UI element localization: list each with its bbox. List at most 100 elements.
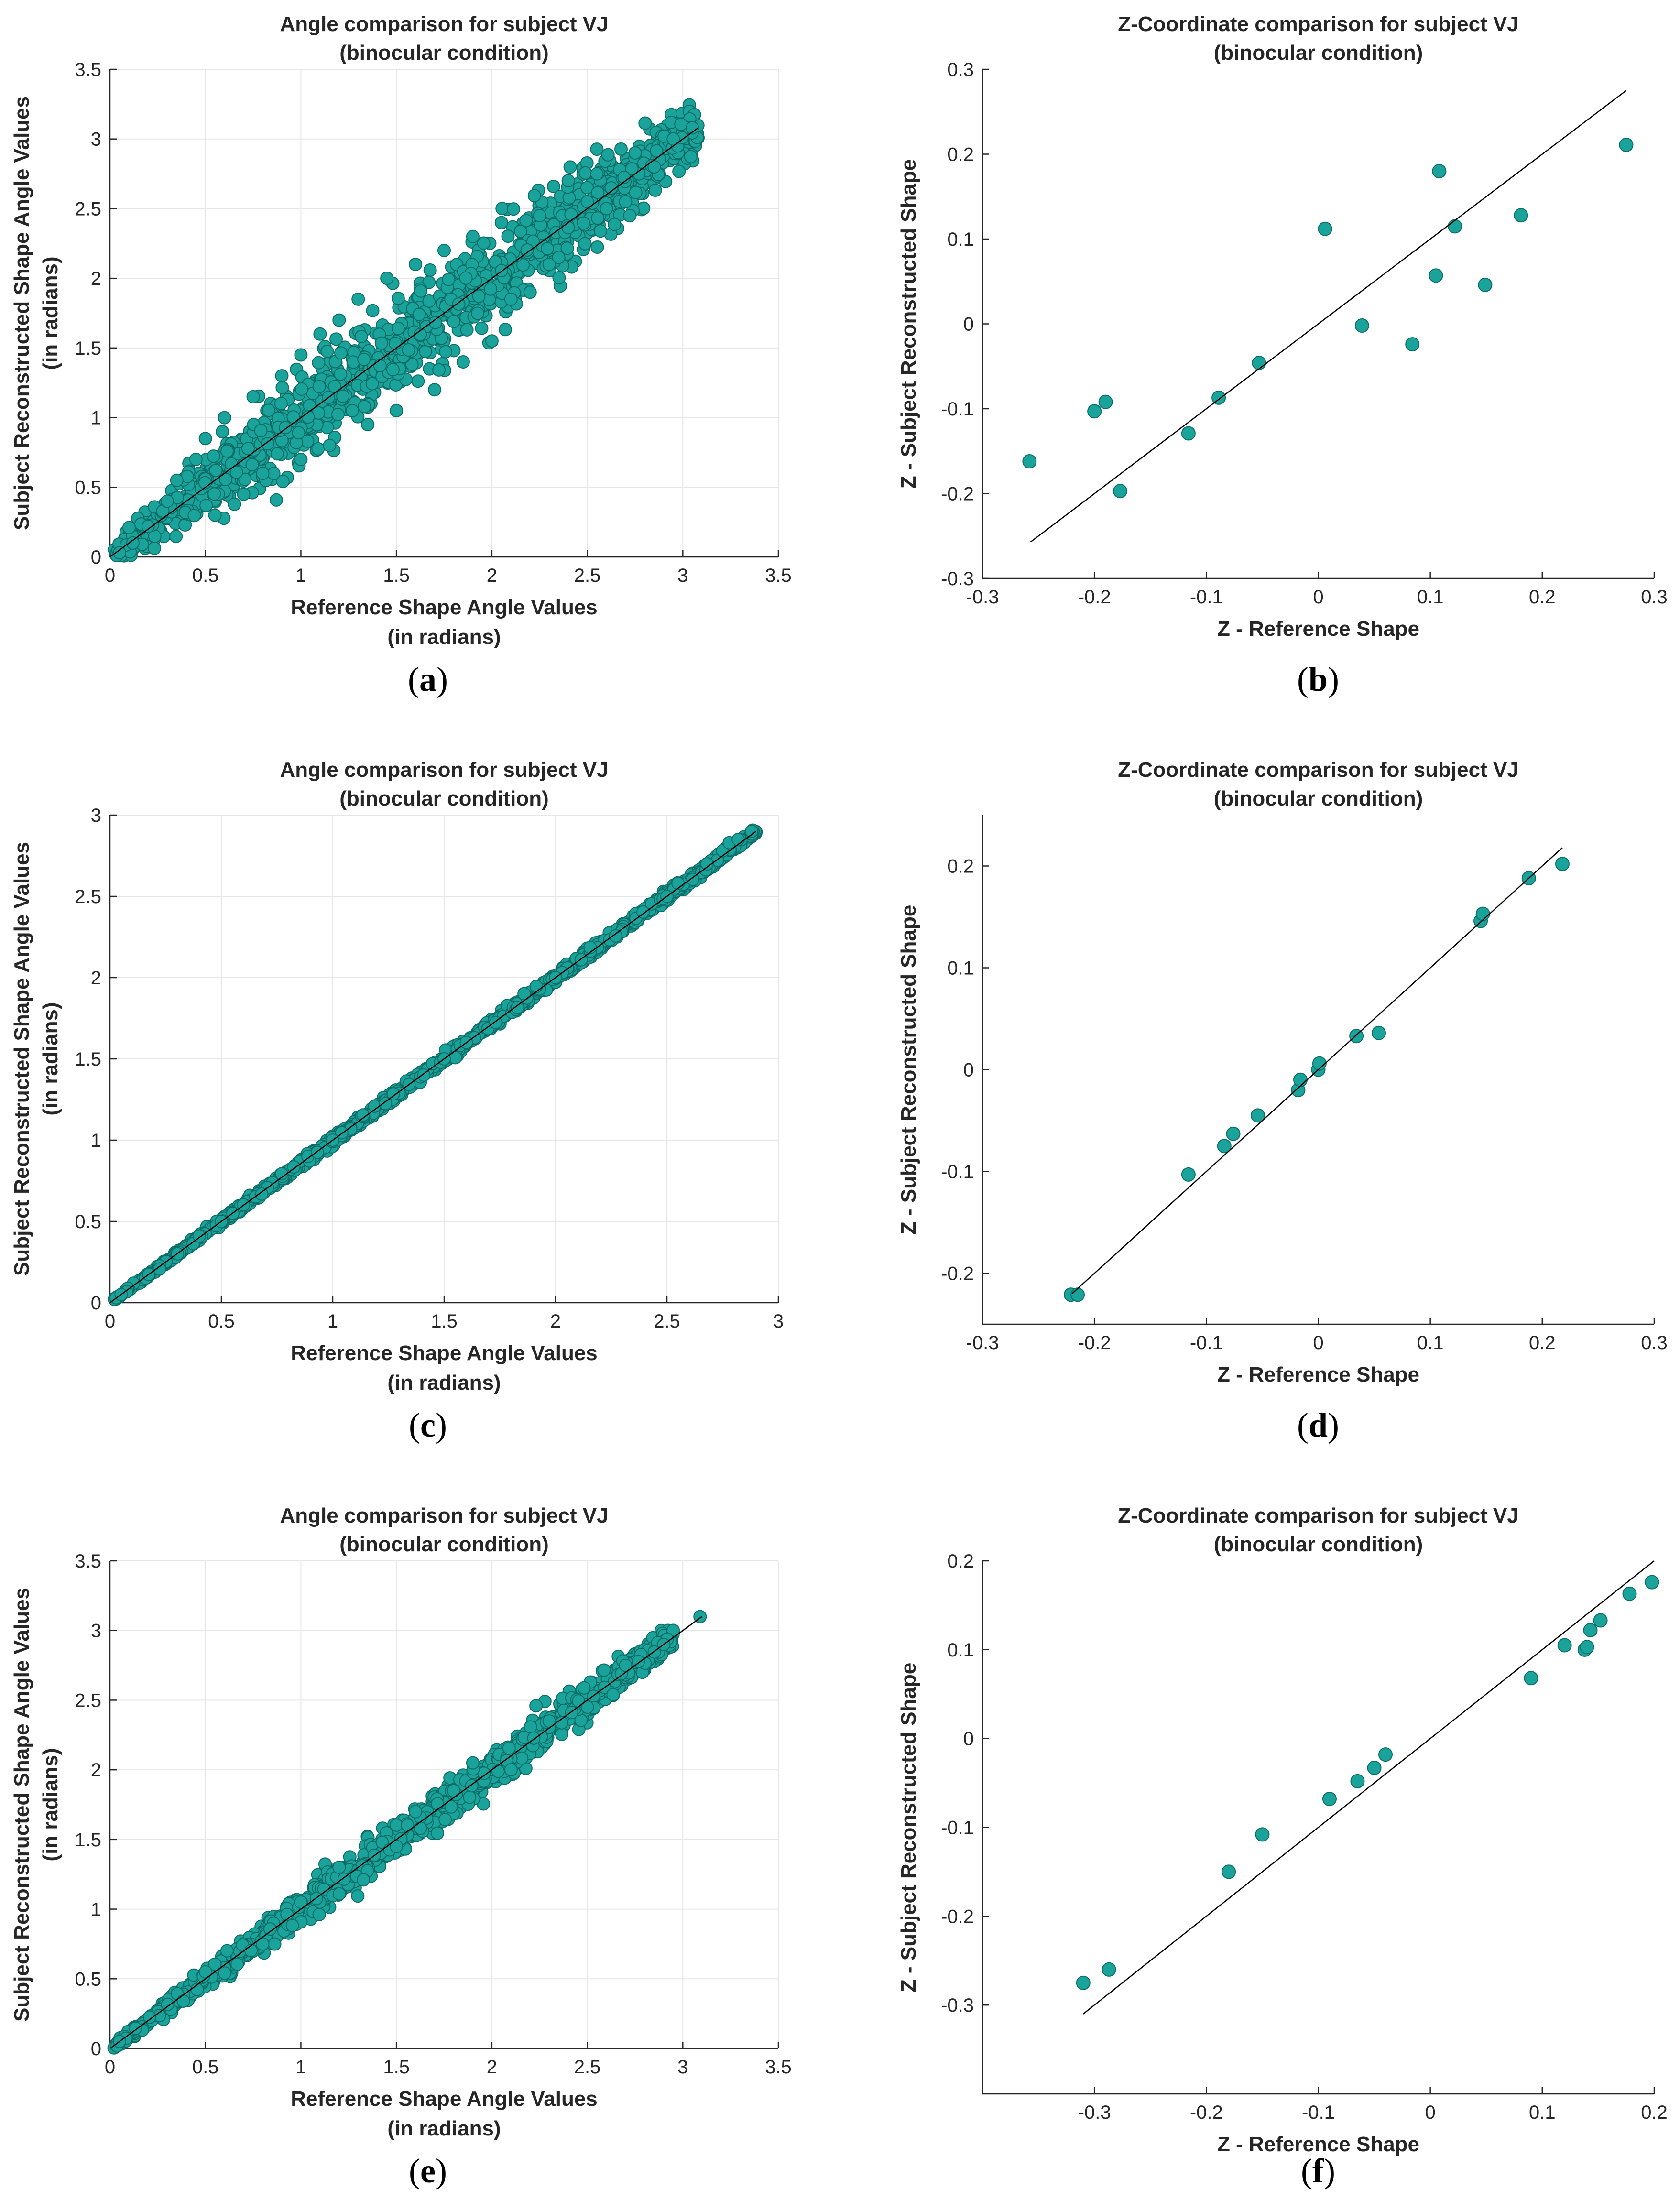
x-tick-label: 3.5 [765,2057,792,2078]
y-tick-label: 1.5 [75,338,101,359]
data-point [176,1994,190,2008]
x-tick-label: 0.2 [1529,1332,1556,1353]
data-point [334,367,348,381]
data-point [294,453,308,466]
data-point [332,1861,346,1874]
y-axis-label: Subject Reconstructed Shape Angle Values [10,96,33,530]
data-point [312,1907,326,1921]
data-point [529,1699,543,1713]
data-point [1619,137,1634,152]
data-point [1350,1774,1365,1788]
data-point [563,160,577,174]
data-point [507,202,521,216]
x-tick-label: 2 [550,1311,561,1332]
data-point [1371,1025,1386,1040]
x-tick-label: -0.3 [966,1332,999,1353]
x-axis-label: Reference Shape Angle Values [291,596,598,619]
data-point [552,251,566,264]
data-point [1524,1671,1538,1686]
chart-title: (binocular condition) [1214,787,1423,810]
panel-caption: (d) [1297,1406,1339,1444]
data-point [207,487,221,501]
data-point [1432,164,1447,178]
data-point [527,189,541,203]
data-point [463,1790,477,1804]
x-axis-label: Reference Shape Angle Values [291,1341,598,1365]
data-point [351,1889,365,1903]
data-point [275,381,289,394]
data-point [411,374,425,388]
data-point [1448,219,1462,234]
y-tick-label: -0.2 [941,1263,974,1285]
data-point [1293,1072,1308,1087]
x-tick-label: 0.2 [1529,587,1556,608]
x-tick-label: -0.1 [1190,1332,1223,1353]
data-point [334,346,348,360]
chart-title: (binocular condition) [1214,41,1423,65]
data-point [594,224,608,238]
y-tick-label: 0 [91,1293,101,1314]
data-point [485,334,499,348]
y-tick-label: 3.5 [75,59,101,80]
x-tick-label: -0.2 [1078,587,1111,608]
data-point [373,359,387,373]
x-tick-label: 0.3 [1641,1332,1668,1353]
y-tick-label: 0.1 [947,229,974,250]
data-point [329,332,343,346]
x-tick-label: 3 [773,1311,784,1332]
y-tick-label: 0.2 [947,144,974,165]
data-point [484,282,498,296]
panel-caption: (b) [1297,660,1339,698]
chart-title: (binocular condition) [339,787,549,810]
y-axis-label: Z - Subject Reconstructed Shape [897,159,920,489]
x-tick-label: 0.5 [192,2057,219,2078]
data-point [331,407,345,421]
data-point [218,411,231,425]
data-point [638,116,652,130]
x-tick-label: 2.5 [574,565,601,586]
data-point [475,321,489,335]
x-tick-label: 0.5 [192,565,219,586]
y-tick-label: 0 [963,1060,974,1081]
data-point [245,458,259,472]
data-point [1367,1760,1382,1775]
data-point [466,1756,480,1770]
data-point [255,1187,269,1201]
data-point [312,380,326,393]
data-point [600,202,613,216]
data-point [122,521,136,534]
data-point [523,285,537,299]
data-point [1645,1575,1659,1590]
panel-caption: (c) [409,1406,447,1444]
data-point [437,243,451,257]
data-point [380,272,394,285]
data-point [614,142,628,156]
data-point [456,355,470,369]
data-point [519,214,533,228]
data-point [374,336,388,350]
x-tick-label: 0 [1425,2102,1436,2123]
data-point [590,167,604,181]
data-point [357,352,371,366]
panel-letter: c [420,1406,436,1444]
data-point [254,424,268,437]
chart-title: (binocular condition) [339,41,549,65]
y-tick-label: 2 [91,268,101,289]
data-point [591,211,605,225]
data-point [601,148,615,162]
data-point [332,1887,346,1901]
x-tick-label: 0 [105,2057,115,2078]
data-point [295,382,308,396]
data-point [1405,337,1420,352]
x-axis-label: Z - Reference Shape [1217,617,1419,641]
data-point [1113,484,1128,499]
y-tick-label: 3 [91,805,101,826]
x-axis-label: (in radians) [387,1371,501,1394]
y-tick-label: -0.1 [941,1162,974,1183]
data-point [439,345,453,359]
data-point [608,218,622,231]
y-tick-label: -0.1 [941,1818,974,1839]
data-point [390,1818,404,1832]
data-point [209,464,223,478]
data-point [286,410,300,424]
